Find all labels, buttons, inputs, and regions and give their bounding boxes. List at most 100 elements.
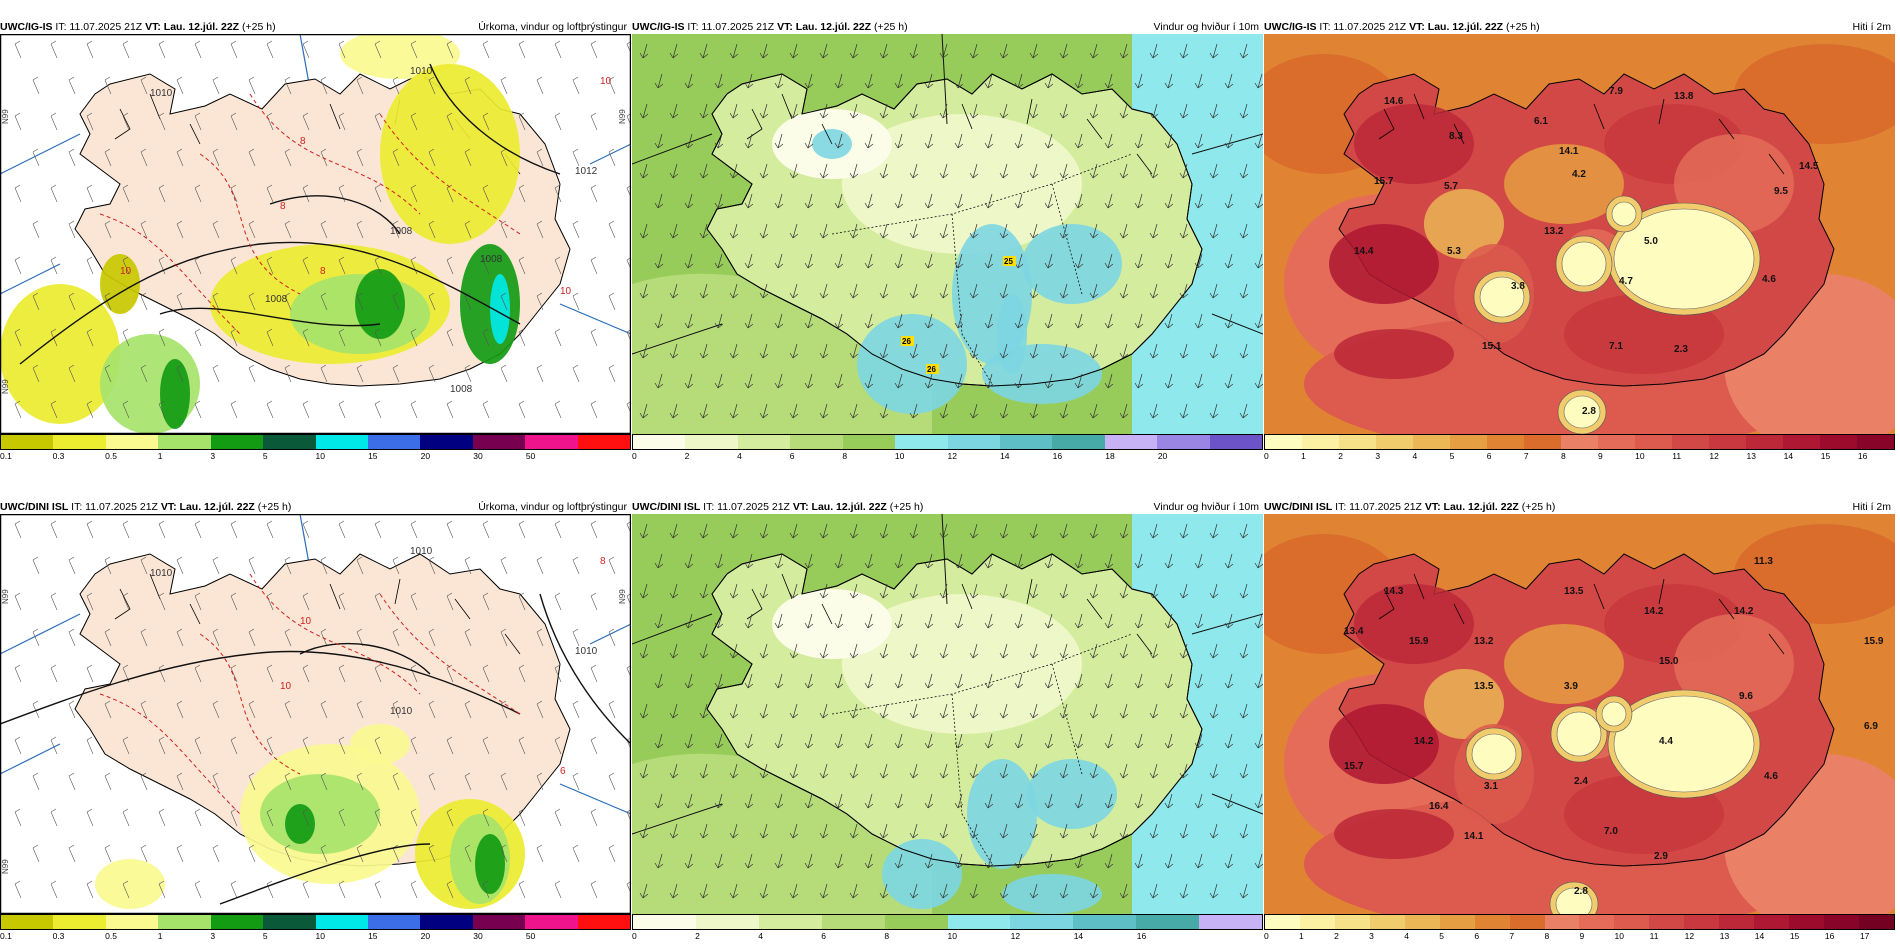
wind-barb [590, 328, 598, 347]
wind-arrow [699, 283, 709, 299]
wind-arrow [1104, 553, 1114, 569]
wind-arrow [1014, 373, 1024, 389]
colorbar-swatch [1598, 435, 1635, 449]
wind-arrow [699, 643, 709, 659]
wind-arrow [669, 283, 679, 299]
wind-barb [140, 556, 148, 575]
colorbar-swatch [367, 435, 421, 449]
wind-arrow [1134, 853, 1144, 869]
map-area [632, 514, 1263, 914]
wind-barb [50, 328, 58, 347]
colorbar-tick-label: 1 [157, 931, 163, 941]
wind-barb [248, 628, 256, 647]
wind-barb [176, 844, 184, 863]
wind-arrow [1134, 313, 1144, 329]
wind-barb [104, 772, 112, 791]
wind-arrow [1044, 793, 1054, 809]
wind-barb [176, 364, 184, 383]
wind-barb [194, 664, 202, 683]
wind-arrow [789, 343, 799, 359]
wind-arrow [879, 763, 889, 779]
wind-arrow [1134, 553, 1144, 569]
wind-barb [536, 772, 544, 791]
wind-barb [266, 520, 274, 539]
colorbar-tick-label: 8 [1544, 931, 1550, 941]
wind-arrow [1134, 73, 1144, 89]
wind-arrow [1134, 193, 1144, 209]
wind-arrow [669, 523, 679, 539]
wind-arrow [1254, 133, 1263, 149]
wind-arrow [744, 553, 754, 569]
wind-barb [464, 772, 472, 791]
lead-time: (+25 h) [242, 21, 276, 33]
wind-barb [176, 76, 184, 95]
valid-time: VT: Lau. 12.júl. 22Z [145, 21, 240, 33]
wind-barb [608, 772, 616, 791]
wind-barb [266, 736, 274, 755]
wind-arrow [774, 313, 784, 329]
wind-barb [230, 328, 238, 347]
wind-barb [608, 76, 616, 95]
wind-arrow [1104, 673, 1114, 689]
colorbar [1264, 914, 1895, 930]
wind-barb [176, 772, 184, 791]
wind-barb [122, 592, 130, 611]
wind-arrow [1179, 583, 1189, 599]
latitude-label: N99 [1, 109, 10, 124]
wind-arrow [984, 793, 994, 809]
wind-arrow [1149, 823, 1159, 839]
wind-arrow [894, 613, 904, 629]
wind-barb [554, 328, 562, 347]
wind-barb [230, 880, 238, 899]
wind-barb [482, 40, 490, 59]
colorbar-swatch [1820, 435, 1857, 449]
wind-arrow [849, 343, 859, 359]
wind-barb [410, 256, 418, 275]
wind-arrow [1149, 163, 1159, 179]
wind-arrow [1074, 373, 1084, 389]
colorbar-tick-label: 5 [262, 931, 268, 941]
wind-barb [158, 256, 166, 275]
wind-arrow [1059, 523, 1069, 539]
wind-arrow [1224, 73, 1234, 89]
wind-arrow [954, 553, 964, 569]
wind-arrow [909, 643, 919, 659]
colorbar-swatch [263, 915, 316, 929]
wind-arrow [774, 73, 784, 89]
wind-barb [482, 592, 490, 611]
wind-barb [284, 700, 292, 719]
wind-arrow [849, 223, 859, 239]
gust-value-badge [926, 364, 939, 374]
wind-barb [572, 700, 580, 719]
wind-arrow [639, 703, 649, 719]
wind-arrow [714, 613, 724, 629]
wind-barb [284, 772, 292, 791]
wind-arrow [684, 613, 694, 629]
wind-arrow [1059, 763, 1069, 779]
wind-barb [554, 736, 562, 755]
wind-arrow [1044, 73, 1054, 89]
wind-barb [158, 40, 166, 59]
wind-arrow [729, 823, 739, 839]
wind-arrow [1089, 523, 1099, 539]
wind-barb [482, 736, 490, 755]
panel-title: Hiti í 2m [1852, 21, 1891, 33]
wind-barb [14, 184, 22, 203]
wind-arrow [864, 133, 874, 149]
wind-arrow [939, 703, 949, 719]
wind-arrow [849, 103, 859, 119]
colorbar-tick-label: 7 [1509, 931, 1515, 941]
wind-barb [464, 148, 472, 167]
colorbar-ticks: 0.1 0.3 0.5 1 3 5 10 15 20 30 50 [0, 931, 631, 943]
wind-arrow [894, 793, 904, 809]
wind-arrow [819, 643, 829, 659]
wind-arrow [1224, 253, 1234, 269]
wind-barb [212, 556, 220, 575]
wind-barb [212, 76, 220, 95]
wind-arrow [909, 883, 919, 899]
wind-barb [374, 664, 382, 683]
wind-barb [284, 76, 292, 95]
colorbar-swatch [947, 435, 1000, 449]
wind-arrow [654, 853, 664, 869]
wind-barb [104, 148, 112, 167]
